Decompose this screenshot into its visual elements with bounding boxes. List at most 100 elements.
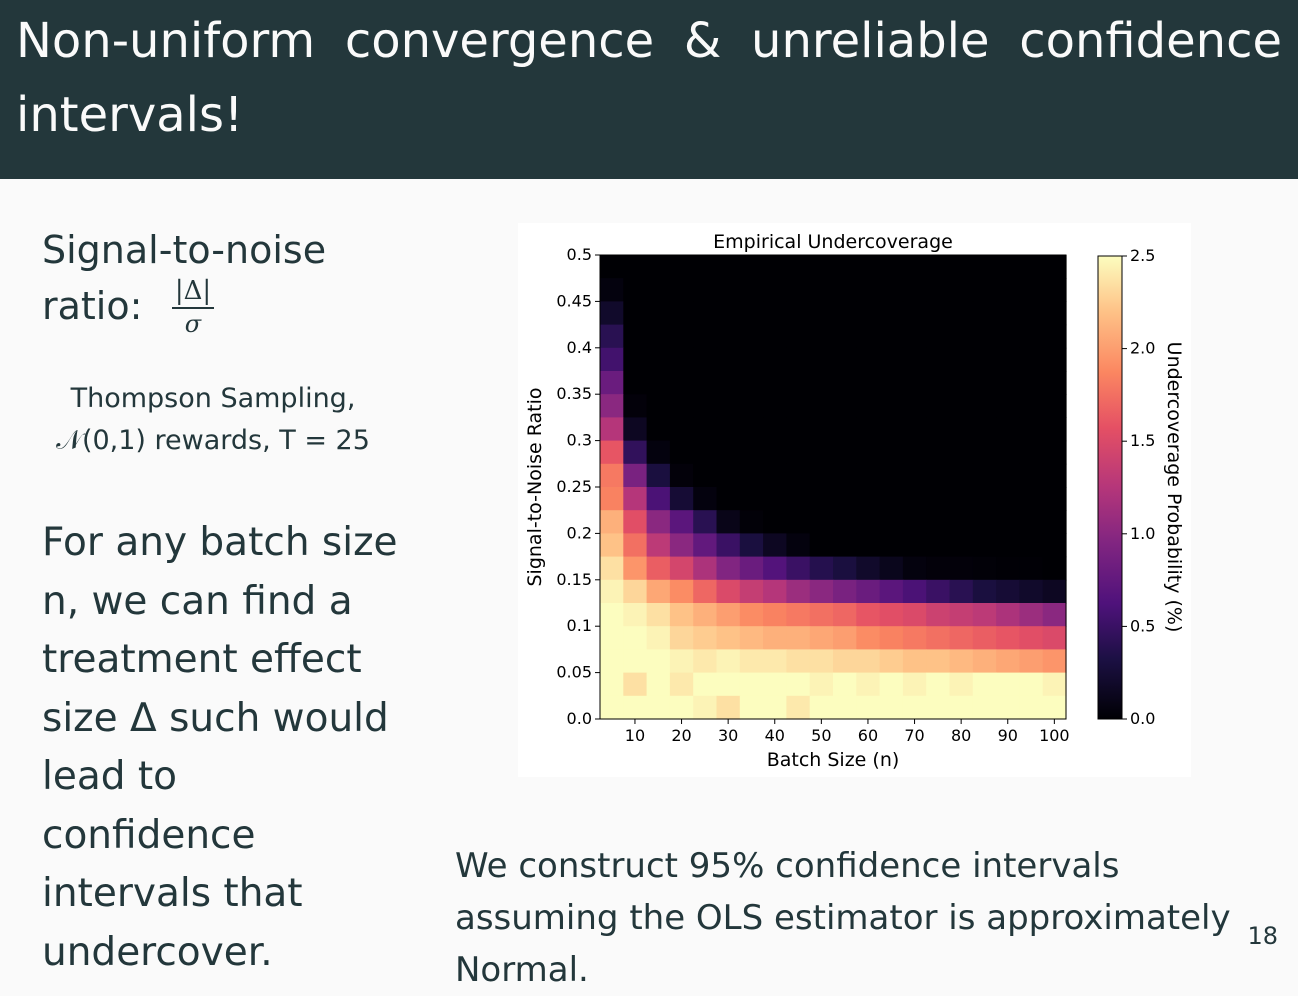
heatmap-cell [809, 510, 834, 534]
heatmap-cell [1019, 649, 1044, 674]
heatmap-cell [739, 579, 764, 604]
heatmap-cell [809, 440, 834, 465]
heatmap-cell [669, 278, 694, 302]
heatmap-cell [949, 347, 974, 372]
heatmap-cell [716, 510, 741, 534]
heatmap-cell [600, 324, 624, 349]
heatmap-cell [856, 255, 881, 279]
heatmap-cell [739, 463, 764, 488]
heatmap-cell [1042, 463, 1067, 488]
heatmap-cell [833, 278, 857, 302]
heatmap-cell [879, 255, 904, 279]
heatmap-cell [949, 463, 974, 488]
heatmap-cell [809, 394, 834, 418]
heatmap-chart: Empirical Undercoverage Batch Size (n) S… [524, 231, 1185, 771]
heatmap-cell [693, 695, 718, 720]
heatmap-cell [693, 255, 718, 279]
heatmap-cell [1019, 579, 1044, 604]
heatmap-cell [902, 417, 927, 442]
heatmap-cell [693, 301, 718, 326]
heatmap-cell [949, 579, 974, 604]
heatmap-cell [739, 278, 764, 302]
heatmap-cell [902, 603, 927, 627]
heatmap-cell [739, 255, 764, 279]
heatmap-cell [669, 533, 694, 558]
heatmap-cell [716, 579, 741, 604]
heatmap-cell [716, 649, 741, 674]
heatmap-cell [856, 417, 881, 442]
heatmap-cell [693, 603, 718, 627]
heatmap-cell [786, 672, 811, 697]
heatmap-cell [996, 649, 1020, 674]
heatmap-cell [902, 533, 927, 558]
heatmap-cell [786, 463, 811, 488]
colorbar-tick-label: 0.5 [1130, 616, 1155, 635]
heatmap-cell [926, 695, 951, 720]
heatmap-cell [786, 347, 811, 372]
heatmap-cell [856, 440, 881, 465]
heatmap-cell [600, 463, 624, 488]
heatmap-cell [902, 394, 927, 418]
caption: We construct 95% confidence intervals as… [455, 846, 1231, 990]
heatmap-cell [949, 626, 974, 650]
heatmap-cell [1042, 278, 1067, 302]
heatmap-cell [786, 510, 811, 534]
heatmap-cell [926, 626, 951, 650]
heatmap-cell [600, 440, 624, 465]
heatmap-cell [669, 695, 694, 720]
heatmap-cell [763, 301, 787, 326]
y-tick-label: 0.0 [567, 709, 592, 728]
heatmap-cell [646, 510, 671, 534]
heatmap-cell [693, 510, 718, 534]
heatmap-cell [949, 556, 974, 581]
heatmap-cell [739, 649, 764, 674]
heatmap-cell [996, 301, 1020, 326]
colorbar-tick-label: 2.0 [1130, 339, 1155, 358]
heatmap-cell [949, 278, 974, 302]
fraction-numerator: |Δ| [174, 276, 212, 306]
heatmap-cell [1019, 324, 1044, 349]
heatmap-cell [1019, 556, 1044, 581]
heatmap-cell [763, 579, 787, 604]
heatmap-cell [693, 579, 718, 604]
heatmap-cell [739, 324, 764, 349]
heatmap-cell [856, 371, 881, 395]
heatmap-cell [623, 278, 648, 302]
heatmap-cell [669, 301, 694, 326]
heatmap-cell [833, 324, 857, 349]
heatmap-cell [949, 487, 974, 511]
heatmap-cell [809, 255, 834, 279]
heatmap-cell [763, 695, 787, 720]
title-bar: Non-uniform convergence & unreliable con… [0, 0, 1298, 179]
heatmap-cell [763, 324, 787, 349]
colorbar [1097, 255, 1123, 720]
colorbar-label: Undercoverage Probability (%) [1163, 342, 1185, 633]
heatmap-cell [693, 440, 718, 465]
heatmap-cell [1019, 301, 1044, 326]
x-tick-label: 50 [811, 726, 831, 745]
heatmap-cell [972, 579, 997, 604]
heatmap-cell [833, 440, 857, 465]
heatmap-cell [972, 672, 997, 697]
heatmap-cell [623, 371, 648, 395]
heatmap-cell [972, 347, 997, 372]
heatmap-cell [996, 278, 1020, 302]
colorbar-tick-label: 1.5 [1130, 431, 1155, 450]
heatmap-cell [600, 278, 624, 302]
heatmap-cell [856, 603, 881, 627]
x-tick-label: 60 [858, 726, 878, 745]
heatmap-cell [1042, 626, 1067, 650]
heatmap-cell [856, 301, 881, 326]
heatmap-cell [972, 556, 997, 581]
heatmap-cell [716, 533, 741, 558]
heatmap-cell [669, 649, 694, 674]
heatmap-cell [623, 510, 648, 534]
heatmap-cell [856, 556, 881, 581]
x-tick-label: 30 [718, 726, 738, 745]
heatmap-cell [972, 440, 997, 465]
heatmap-cell [600, 487, 624, 511]
heatmap-cell [996, 347, 1020, 372]
heatmap-cell [693, 556, 718, 581]
heatmap-cell [1019, 510, 1044, 534]
heatmap-cell [809, 347, 834, 372]
